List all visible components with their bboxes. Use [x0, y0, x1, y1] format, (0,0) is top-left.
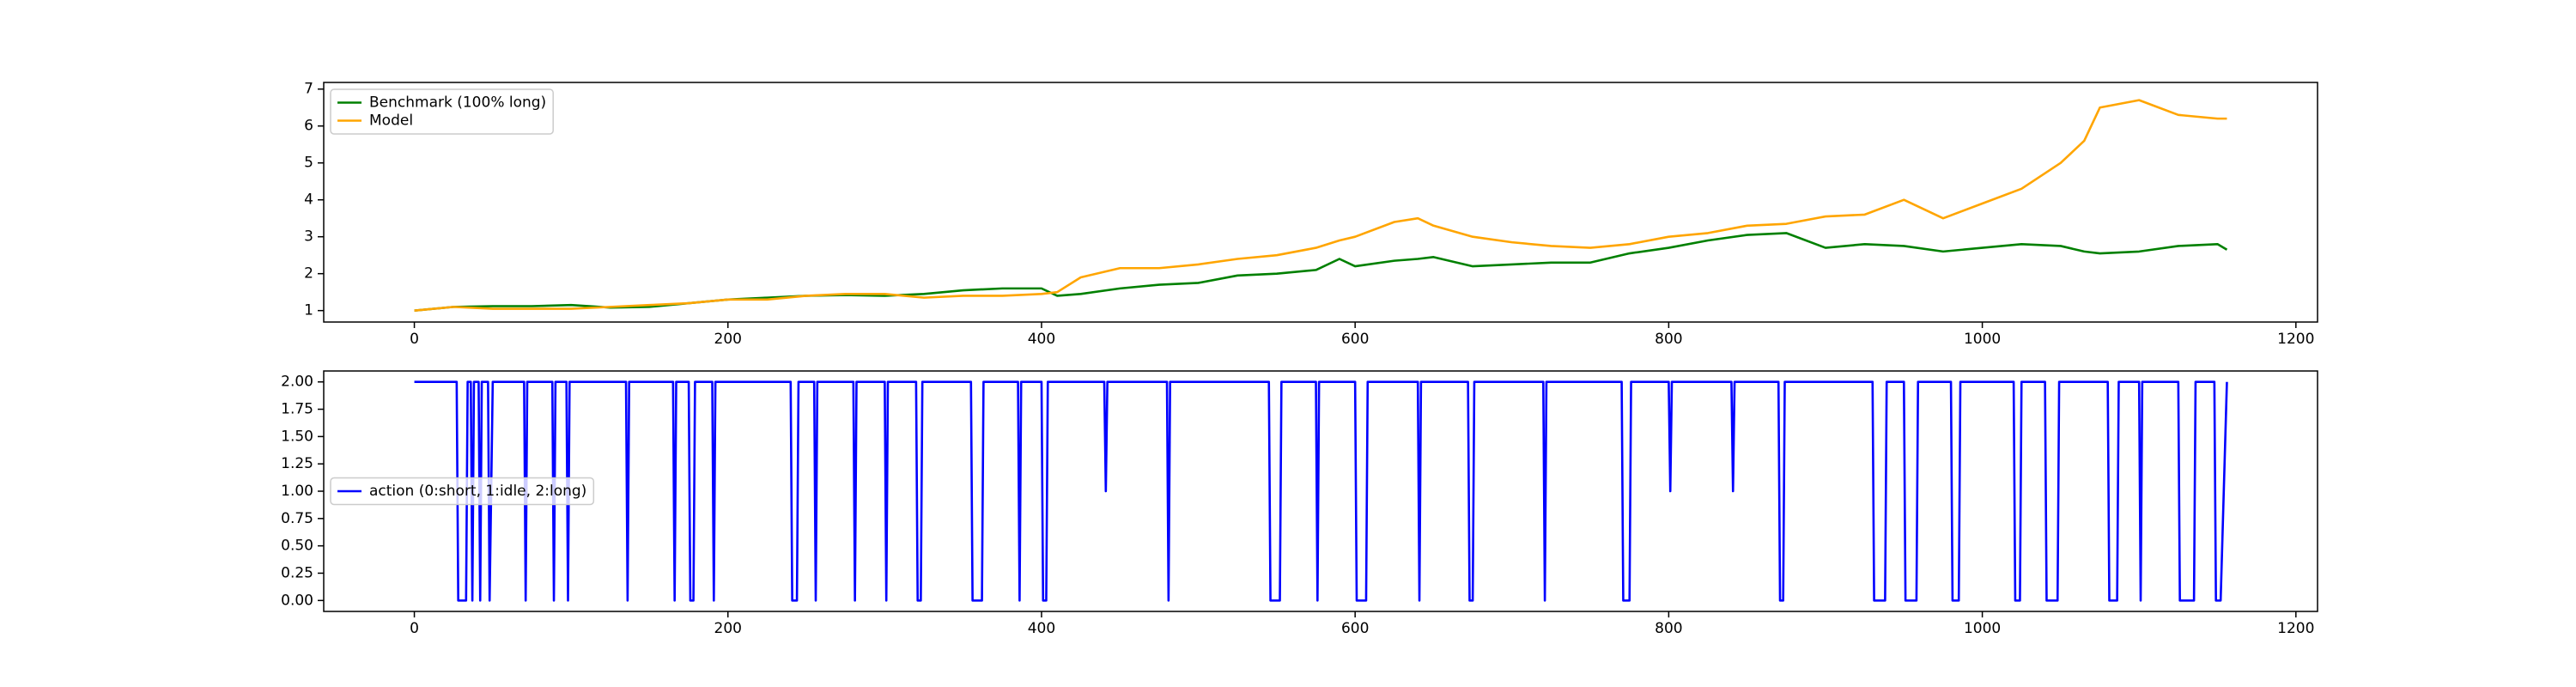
- y-tick-label: 0.75: [281, 510, 313, 527]
- x-tick-label: 1200: [2277, 620, 2314, 637]
- y-tick-label: 0.25: [281, 564, 313, 581]
- x-tick-label: 800: [1655, 331, 1682, 348]
- y-tick-label: 0.00: [281, 592, 313, 609]
- y-tick-label: 1.50: [281, 428, 313, 445]
- y-tick-label: 2: [304, 265, 313, 283]
- x-tick-label: 0: [410, 331, 419, 348]
- subplot: 0 200 400 600 800 1000 1200 1 2 3 4 5 6 7 Benchmark (1…: [304, 81, 2318, 348]
- y-tick-label: 1.75: [281, 401, 313, 418]
- x-tick-label: 1000: [1964, 331, 2001, 348]
- y-tick-label: 2.00: [281, 374, 313, 391]
- y-tick-label: 1: [304, 302, 313, 319]
- x-tick-label: 800: [1655, 620, 1682, 637]
- legend-label: Model: [369, 112, 413, 130]
- x-tick-label: 200: [714, 331, 742, 348]
- subplot: 0 200 400 600 800 1000 1200 0.00 0.25 0.50 0.75 1.0…: [281, 370, 2318, 637]
- axes-frame: [323, 370, 2318, 612]
- legend-label: action (0:short, 1:idle, 2:long): [369, 483, 586, 500]
- x-tick-label: 0: [410, 620, 419, 637]
- legend-box: [330, 88, 554, 135]
- x-tick-label: 600: [1341, 331, 1369, 348]
- y-tick-label: 1.00: [281, 483, 313, 500]
- y-tick-label: 3: [304, 228, 313, 246]
- x-tick-label: 400: [1028, 620, 1055, 637]
- x-tick-label: 600: [1341, 620, 1369, 637]
- legend: action (0:short, 1:idle, 2:long): [330, 477, 595, 506]
- y-tick-label: 0.50: [281, 538, 313, 555]
- y-tick-label: 1.25: [281, 455, 313, 472]
- y-tick-label: 7: [304, 81, 313, 98]
- legend: Benchmark (100% long)Model: [330, 88, 554, 135]
- axes-frame: [323, 82, 2318, 323]
- x-tick-label: 200: [714, 620, 742, 637]
- y-tick-label: 5: [304, 155, 313, 172]
- x-tick-label: 1000: [1964, 620, 2001, 637]
- data-line: [414, 232, 2228, 312]
- data-line: [414, 380, 2228, 602]
- legend-box: [330, 477, 595, 506]
- legend-label: Benchmark (100% long): [369, 94, 546, 112]
- x-tick-label: 400: [1028, 331, 1055, 348]
- data-line: [414, 99, 2227, 312]
- y-tick-label: 6: [304, 118, 313, 135]
- x-tick-label: 1200: [2277, 331, 2314, 348]
- y-tick-label: 4: [304, 192, 313, 209]
